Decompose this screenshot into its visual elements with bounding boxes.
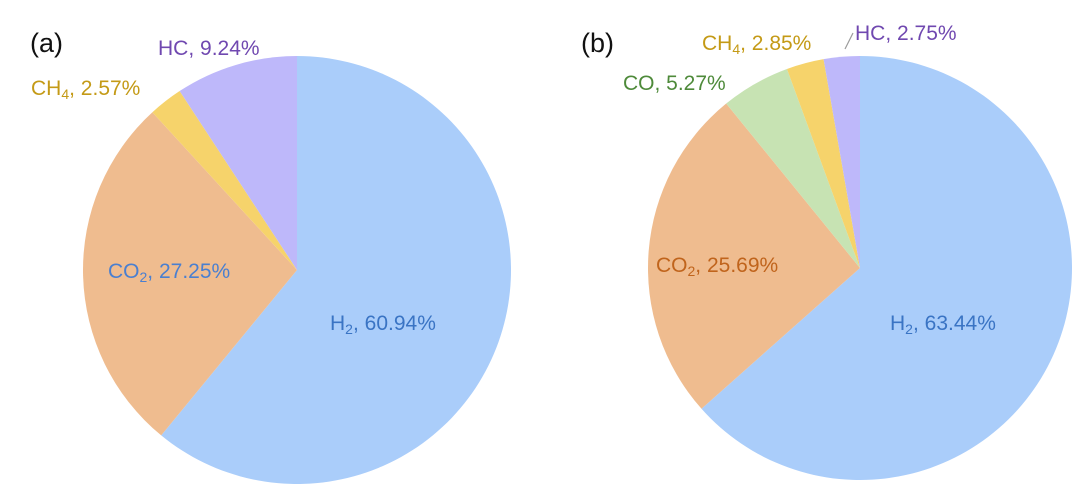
slice-b-co2 <box>647 103 860 409</box>
slice-label-value: , 25.69% <box>695 254 778 277</box>
slice-label-value: , 27.25% <box>147 260 230 283</box>
slice-a-hc <box>179 55 297 270</box>
slice-label-name: CO <box>108 260 140 283</box>
slice-label-name: HC <box>158 37 188 60</box>
slice-label-name: H <box>330 312 345 335</box>
slice-label-value: , 63.44% <box>913 312 996 335</box>
panel-label-b: (b) <box>581 28 614 58</box>
slice-label-value: , 60.94% <box>353 312 436 335</box>
slice-b-ch4 <box>786 59 860 268</box>
slice-a-h2 <box>161 56 511 485</box>
slice-label-b-h2: H2, 63.44% <box>890 312 996 337</box>
slice-label-subscript: 4 <box>732 41 740 57</box>
slice-label-value: , 2.75% <box>885 22 956 45</box>
pie-chart-b: (b) H2, 63.44%CO2, 25.69%CO, 5.27%CH4, 2… <box>581 22 1073 480</box>
slice-label-value: , 2.57% <box>69 77 140 100</box>
slice-b-hc <box>823 56 860 268</box>
slice-label-a-ch4: CH4, 2.57% <box>31 77 140 102</box>
slice-label-value: , 9.24% <box>188 37 259 60</box>
slice-label-name: HC <box>855 22 885 45</box>
slice-a-co2 <box>82 112 298 436</box>
leader-line-b <box>844 32 854 50</box>
slice-label-b-co2: CO2, 25.69% <box>656 254 778 279</box>
slice-label-a-h2: H2, 60.94% <box>330 312 436 337</box>
pie-chart-a: (a) H2, 60.94%CO2, 27.25%CH4, 2.57%HC, 9… <box>30 28 511 485</box>
slice-a-ch4 <box>152 91 297 270</box>
slice-label-subscript: 4 <box>61 86 69 102</box>
slice-label-value: , 2.85% <box>740 32 811 55</box>
slice-label-value: , 5.27% <box>655 72 726 95</box>
slice-b-h2 <box>701 56 1073 480</box>
slice-label-a-co2: CO2, 27.25% <box>108 260 230 285</box>
panel-label-a: (a) <box>30 28 63 58</box>
slice-label-b-hc: HC, 2.75% <box>855 22 957 45</box>
slice-label-b-co: CO, 5.27% <box>623 72 726 95</box>
slice-label-name: CH <box>702 32 732 55</box>
slice-label-name: CO <box>623 72 655 95</box>
slice-label-subscript: 2 <box>688 263 696 279</box>
slice-label-name: CO <box>656 254 688 277</box>
slice-label-subscript: 2 <box>140 269 148 285</box>
slice-label-name: H <box>890 312 905 335</box>
slice-label-name: CH <box>31 77 61 100</box>
slice-label-subscript: 2 <box>345 321 353 337</box>
slice-label-subscript: 2 <box>905 321 913 337</box>
slice-label-b-ch4: CH4, 2.85% <box>702 32 811 57</box>
slice-label-a-hc: HC, 9.24% <box>158 37 260 60</box>
slice-b-co <box>726 68 860 269</box>
